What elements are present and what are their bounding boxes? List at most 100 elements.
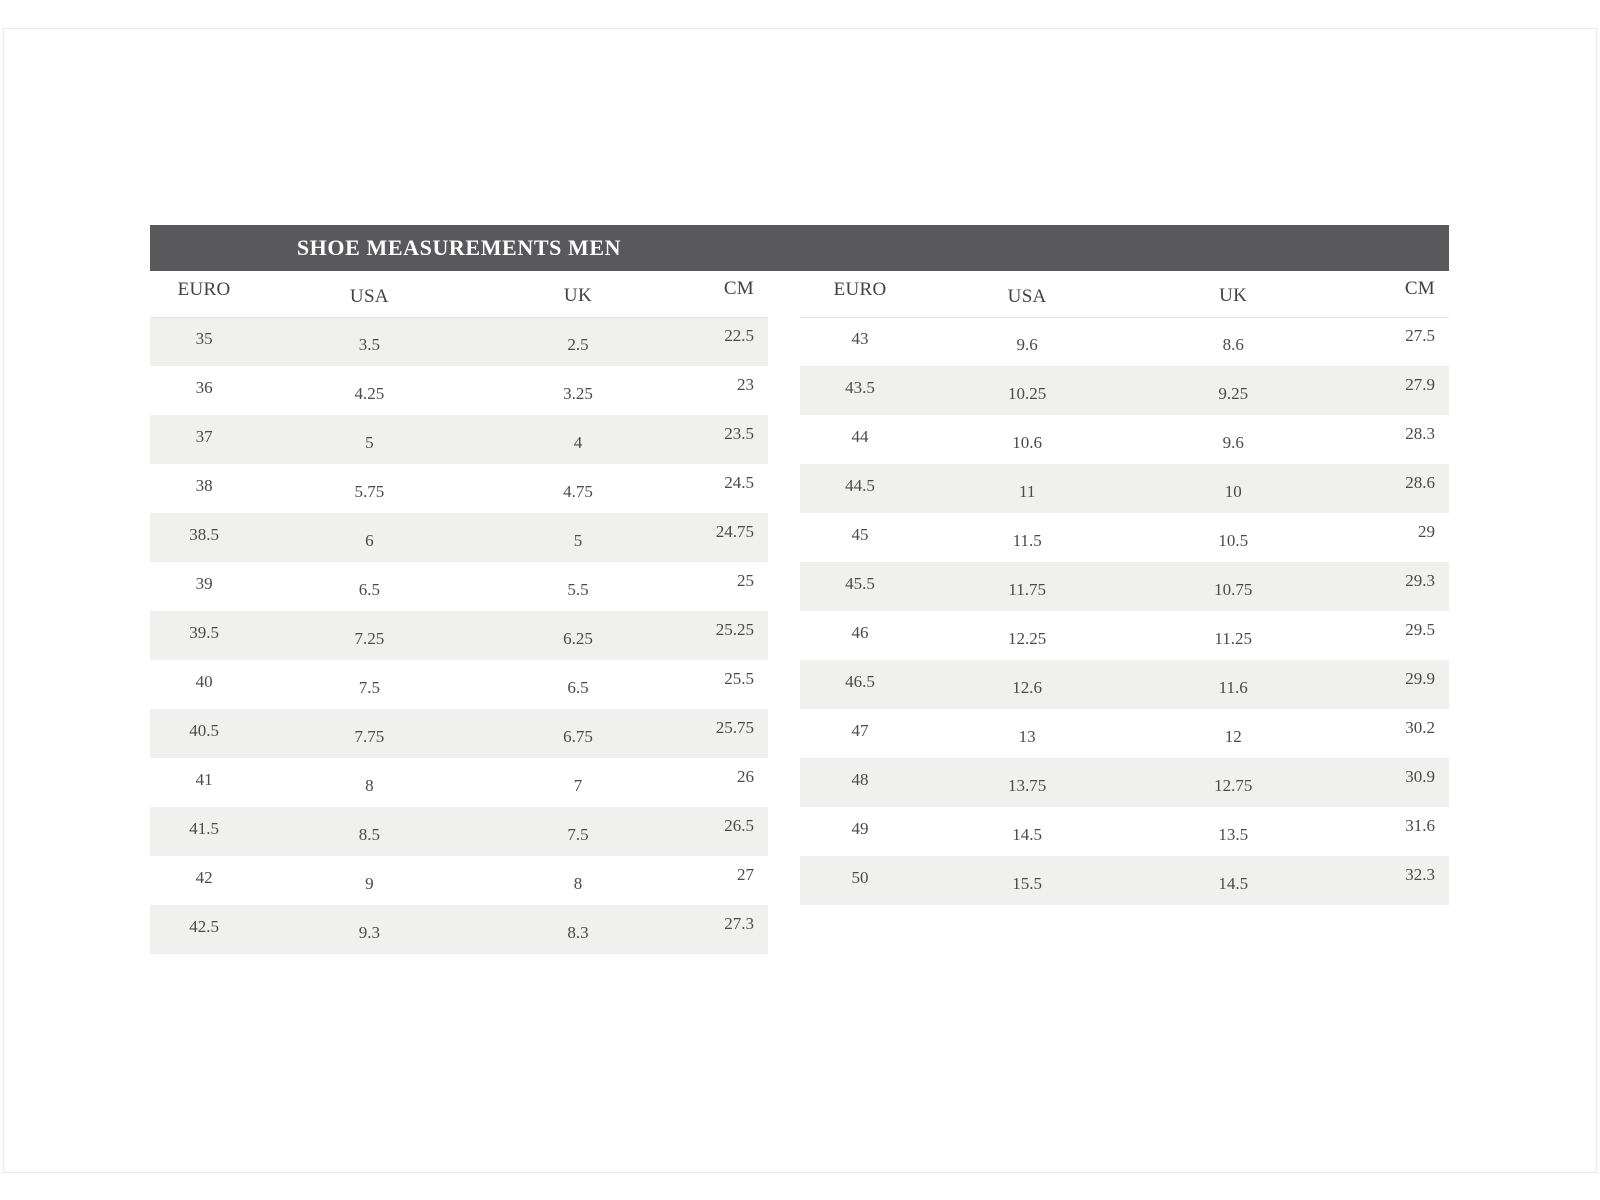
size-cell: 5.5 bbox=[567, 579, 589, 599]
size-cell: 35 bbox=[195, 328, 213, 348]
size-cell: 10 bbox=[1224, 481, 1242, 501]
table-row: 42.5 9.3 8.3 27.3 bbox=[150, 905, 768, 954]
column-header-uk: UK bbox=[480, 271, 676, 318]
size-cell: 3.5 bbox=[358, 334, 380, 354]
table-row: 46.5 12.6 11.6 29.9 bbox=[800, 660, 1449, 709]
column-header-euro: EURO bbox=[800, 271, 921, 318]
size-cell: 10.5 bbox=[1218, 530, 1249, 550]
table-row: 48 13.75 12.75 30.9 bbox=[800, 758, 1449, 807]
size-cell: 4.75 bbox=[563, 481, 593, 501]
size-cell: 13 bbox=[1018, 726, 1036, 746]
size-cell: 10.75 bbox=[1214, 579, 1253, 599]
size-cell: 45.5 bbox=[845, 573, 875, 593]
size-cell: 50 bbox=[851, 867, 869, 887]
size-cell: 45 bbox=[851, 524, 869, 544]
table-row: 43 9.6 8.6 27.5 bbox=[800, 317, 1449, 366]
table-row: 38 5.75 4.75 24.5 bbox=[150, 464, 768, 513]
size-cell: 11.6 bbox=[1218, 677, 1248, 697]
size-cell: 4.25 bbox=[354, 383, 385, 403]
size-cell: 8.5 bbox=[358, 824, 380, 844]
size-cell: 25 bbox=[737, 570, 754, 590]
size-cell: 6.75 bbox=[563, 726, 593, 746]
size-cell: 7 bbox=[573, 775, 583, 795]
size-cell: 8.3 bbox=[567, 922, 589, 942]
table-body: 35 3.5 2.5 22.5 36 4.25 3.25 23 37 5 4 23.5 38 5.75 4.… bbox=[150, 317, 768, 954]
size-cell: 22.5 bbox=[724, 325, 754, 345]
size-cell: 44 bbox=[851, 426, 869, 446]
size-cell: 7.5 bbox=[358, 677, 380, 697]
size-cell: 9.6 bbox=[1222, 432, 1244, 452]
table-row: 49 14.5 13.5 31.6 bbox=[800, 807, 1449, 856]
column-header-euro: EURO bbox=[150, 271, 259, 318]
size-cell: 8 bbox=[573, 873, 583, 893]
size-cell: 46.5 bbox=[845, 671, 875, 691]
size-cell: 43.5 bbox=[845, 377, 875, 397]
table-row: 47 13 12 30.2 bbox=[800, 709, 1449, 758]
size-cell: 24.75 bbox=[715, 521, 754, 541]
table-row: 44.5 11 10 28.6 bbox=[800, 464, 1449, 513]
size-cell: 44.5 bbox=[845, 475, 875, 495]
size-cell: 39 bbox=[195, 573, 213, 593]
size-cell: 27.3 bbox=[724, 913, 754, 933]
size-cell: 27.9 bbox=[1405, 374, 1435, 394]
size-cell: 41.5 bbox=[189, 818, 219, 838]
size-cell: 14.5 bbox=[1012, 824, 1043, 844]
table-body: 43 9.6 8.6 27.5 43.5 10.25 9.25 27.9 44 10.6 9.6 28… bbox=[800, 317, 1449, 905]
table-row: 38.5 6 5 24.75 bbox=[150, 513, 768, 562]
size-cell: 27 bbox=[737, 864, 754, 884]
chart-title: SHOE MEASUREMENTS MEN bbox=[296, 235, 622, 260]
size-cell: 29 bbox=[1418, 521, 1435, 541]
size-cell: 4 bbox=[573, 432, 583, 452]
size-cell: 38.5 bbox=[189, 524, 219, 544]
size-cell: 5 bbox=[365, 432, 374, 452]
size-cell: 30.9 bbox=[1405, 766, 1435, 786]
size-cell: 7.25 bbox=[354, 628, 385, 648]
size-cell: 10.25 bbox=[1008, 383, 1047, 403]
table-row: 44 10.6 9.6 28.3 bbox=[800, 415, 1449, 464]
table-row: 46 12.25 11.25 29.5 bbox=[800, 611, 1449, 660]
size-cell: 30.2 bbox=[1405, 717, 1435, 737]
size-cell: 7.75 bbox=[354, 726, 385, 746]
size-cell: 8.6 bbox=[1222, 334, 1244, 354]
size-cell: 6.25 bbox=[563, 628, 593, 648]
size-cell: 40.5 bbox=[189, 720, 219, 740]
size-cell: 41 bbox=[195, 769, 213, 789]
table-row: 37 5 4 23.5 bbox=[150, 415, 768, 464]
table-row: 45.5 11.75 10.75 29.3 bbox=[800, 562, 1449, 611]
size-cell: 23 bbox=[737, 374, 754, 394]
table-row: 41 8 7 26 bbox=[150, 758, 768, 807]
column-header-usa: USA bbox=[258, 271, 481, 318]
size-cell: 11.75 bbox=[1008, 579, 1046, 599]
size-cell: 29.5 bbox=[1405, 619, 1435, 639]
table-row: 50 15.5 14.5 32.3 bbox=[800, 856, 1449, 905]
tables-wrap: EURO USA UK CM 35 3.5 2.5 22.5 36 4.25 3.25 23 3… bbox=[150, 271, 1449, 954]
size-cell: 10.6 bbox=[1012, 432, 1043, 452]
size-cell: 11 bbox=[1018, 481, 1036, 501]
size-cell: 5.75 bbox=[354, 481, 385, 501]
size-cell: 25.25 bbox=[715, 619, 754, 639]
table-header-row: EURO USA UK CM bbox=[800, 271, 1449, 318]
table-row: 41.5 8.5 7.5 26.5 bbox=[150, 807, 768, 856]
size-cell: 42.5 bbox=[189, 916, 219, 936]
size-cell: 2.5 bbox=[567, 334, 589, 354]
column-header-cm: CM bbox=[675, 271, 768, 318]
size-table-right: EURO USA UK CM 43 9.6 8.6 27.5 43.5 10.25 9.25… bbox=[800, 271, 1449, 905]
size-cell: 9.25 bbox=[1218, 383, 1249, 403]
page-frame bbox=[3, 28, 1597, 1173]
table-row: 43.5 10.25 9.25 27.9 bbox=[800, 366, 1449, 415]
size-cell: 14.5 bbox=[1218, 873, 1249, 893]
size-cell: 9.6 bbox=[1016, 334, 1038, 354]
size-cell: 12 bbox=[1224, 726, 1242, 746]
size-cell: 5 bbox=[573, 530, 583, 550]
size-cell: 47 bbox=[851, 720, 869, 740]
size-cell: 49 bbox=[851, 818, 869, 838]
size-cell: 29.3 bbox=[1405, 570, 1435, 590]
size-cell: 43 bbox=[851, 328, 869, 348]
size-cell: 11.25 bbox=[1214, 628, 1252, 648]
shoe-size-chart: SHOE MEASUREMENTS MEN EURO USA UK CM 35 3… bbox=[150, 225, 1449, 954]
size-cell: 9.3 bbox=[358, 922, 380, 942]
size-cell: 28.6 bbox=[1405, 472, 1435, 492]
size-cell: 27.5 bbox=[1405, 325, 1435, 345]
size-table-left: EURO USA UK CM 35 3.5 2.5 22.5 36 4.25 3.25 23 3… bbox=[150, 271, 768, 954]
size-cell: 12.75 bbox=[1214, 775, 1253, 795]
